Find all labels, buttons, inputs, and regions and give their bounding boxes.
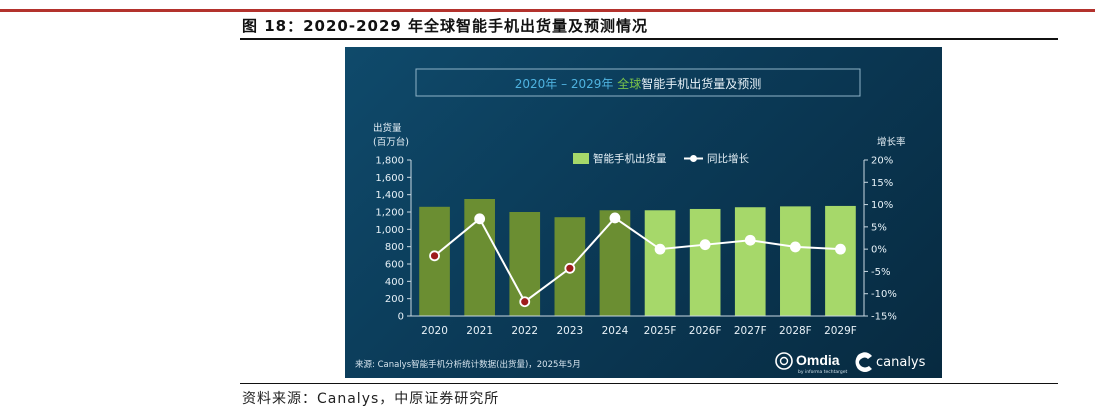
growth-line	[429, 212, 846, 308]
x-tick-label: 2029F	[824, 325, 857, 337]
x-tick-label: 2022	[511, 325, 538, 337]
y2-tick-label: 15%	[871, 178, 893, 189]
bar-2025F	[644, 210, 676, 316]
chart-panel: 2020年 – 2029年 全球智能手机出货量及预测 出货量 (百万台) 增长率…	[345, 47, 942, 378]
legend-bar-swatch	[573, 153, 589, 164]
bar-2028F	[780, 206, 811, 316]
growth-point-2029F	[835, 243, 846, 255]
omdia-icon-inner	[779, 356, 789, 366]
omdia-icon	[775, 352, 793, 370]
y2-axis-label: 增长率	[877, 136, 906, 148]
x-tick-label: 2028F	[779, 325, 812, 337]
x-tick-label: 2023	[556, 325, 583, 337]
y2-tick-label: 10%	[871, 200, 893, 211]
chart-svg: 2020年 – 2029年 全球智能手机出货量及预测 出货量 (百万台) 增长率…	[355, 68, 926, 375]
omdia-subtitle: by informa techtarget	[798, 369, 848, 375]
title-rule	[240, 38, 1058, 40]
x-tick-label: 2020	[421, 325, 448, 337]
x-tick-label: 2024	[602, 325, 629, 337]
canalys-logo: canalys	[855, 352, 926, 372]
legend-bar-label: 智能手机出货量	[593, 152, 667, 165]
y-axis-right: -15% -10% -5% 0% 5% 10% 15% 20%	[863, 156, 897, 323]
y2-tick-label: -15%	[871, 312, 897, 323]
y2-tick-label: 0%	[871, 245, 887, 256]
chart-source-note: 来源: Canalys智能手机分析统计数据(出货量)，2025年5月	[355, 359, 581, 370]
canalys-icon	[855, 352, 872, 372]
growth-point-2023	[564, 262, 576, 274]
growth-point-2028F	[789, 241, 801, 253]
y-tick-label: 1,000	[375, 225, 404, 236]
y-tick-label: 1,600	[375, 173, 404, 184]
growth-point-2024	[609, 212, 621, 224]
y-axis-label-line2: (百万台)	[373, 136, 409, 148]
y-tick-label: 0	[398, 312, 404, 323]
figure-title: 图 18：2020-2029 年全球智能手机出货量及预测情况	[242, 17, 649, 35]
y-axis-label-line1: 出货量	[373, 122, 402, 134]
growth-point-2027F	[744, 234, 756, 246]
legend-line-marker	[690, 155, 697, 162]
y-tick-label: 400	[385, 277, 404, 288]
omdia-wordmark: Omdia	[796, 352, 840, 368]
bar-2027F	[734, 207, 766, 316]
chart-title: 2020年 – 2029年 全球智能手机出货量及预测	[515, 76, 762, 91]
growth-point-2026F	[699, 239, 711, 251]
growth-point-2025F	[654, 243, 666, 255]
bar-2026F	[689, 208, 721, 316]
top-rule	[0, 9, 1095, 12]
growth-point-2020	[429, 250, 440, 262]
y-tick-label: 1,400	[375, 190, 404, 201]
y2-tick-label: 5%	[871, 222, 887, 233]
figure-source: 资料来源：Canalys，中原证券研究所	[242, 391, 500, 407]
growth-polyline	[433, 216, 841, 304]
x-axis-labels: 2020 2021 2022 2023 2024 2025F 2026F 2027F 2028F…	[411, 315, 864, 337]
x-tick-label: 2026F	[689, 325, 722, 337]
x-tick-label: 2021	[466, 325, 493, 337]
source-rule	[240, 383, 1058, 384]
omdia-logo: Omdia by informa techtarget	[775, 352, 848, 375]
growth-point-2021	[474, 213, 486, 225]
x-tick-label: 2027F	[734, 325, 767, 337]
y-tick-label: 1,200	[375, 208, 404, 219]
y2-tick-label: -5%	[871, 267, 890, 278]
y-tick-label: 1,800	[375, 156, 404, 167]
y-tick-label: 600	[385, 260, 404, 271]
legend-line-label: 同比增长	[707, 152, 749, 165]
x-tick-label: 2025F	[644, 325, 677, 337]
growth-point-2022	[519, 296, 531, 308]
chart-title-box	[415, 68, 861, 97]
y-axis-left: 0 200 400 600 800 1,000 1,200 1,400 1,600 1,800	[375, 156, 412, 323]
y2-tick-label: 20%	[871, 156, 893, 167]
y2-tick-label: -10%	[871, 289, 897, 300]
y-tick-label: 800	[385, 242, 404, 253]
chart-title-highlight: 全球	[617, 76, 641, 91]
canalys-wordmark: canalys	[876, 355, 926, 370]
bar-2020	[419, 206, 450, 316]
legend: 智能手机出货量 同比增长	[573, 152, 749, 165]
chart-title-suffix: 智能手机出货量及预测	[641, 76, 761, 91]
chart-title-prefix: 2020年 – 2029年	[515, 77, 618, 91]
bars	[419, 199, 856, 316]
bar-2029F	[825, 205, 856, 316]
y-tick-label: 200	[385, 294, 404, 305]
